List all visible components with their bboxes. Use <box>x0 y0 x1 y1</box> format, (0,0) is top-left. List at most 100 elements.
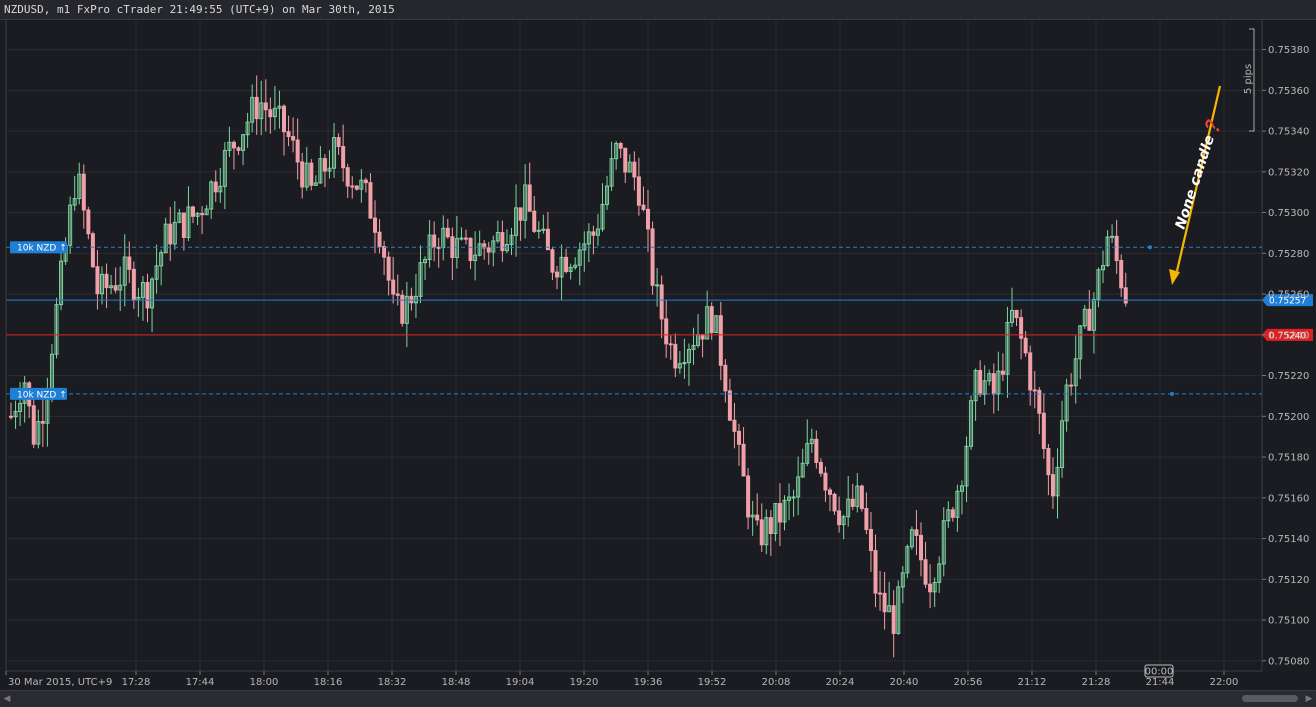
candle-body <box>482 243 487 249</box>
candle-body <box>127 256 132 270</box>
candle-body <box>550 249 555 273</box>
candle-body <box>486 247 491 253</box>
order-label[interactable]: 10k NZD ↑ <box>17 390 67 400</box>
candle-body <box>1082 308 1087 327</box>
candle-body <box>605 185 610 205</box>
candle-body <box>491 240 496 253</box>
candle-body <box>295 139 300 163</box>
candle-body <box>1087 308 1092 331</box>
candle-body <box>227 141 232 151</box>
axes: 0.75380 0.75360 0.75340 0.75320 0.75300 0.752… <box>5 45 1309 688</box>
candle-body <box>81 173 86 211</box>
candle-body <box>709 306 714 334</box>
order-label[interactable]: 10k NZD ↑ <box>17 244 67 254</box>
candle-body <box>941 520 946 565</box>
candle-body <box>1073 358 1078 387</box>
scale-label: 5 pips <box>1243 64 1254 94</box>
candle-body <box>773 503 778 534</box>
candle-body <box>263 102 268 111</box>
candle-body <box>737 430 741 445</box>
order-marker <box>1148 245 1152 250</box>
candle-body <box>172 221 177 245</box>
chart-title-bar: NZDUSD, m1 FxPro cTrader 21:49:55 (UTC+9… <box>0 0 1316 20</box>
price-tick-label: 0.75320 <box>1268 167 1309 178</box>
candle-body <box>509 234 514 245</box>
candle-body <box>500 232 505 252</box>
price-tick-label: 0.75280 <box>1268 249 1309 260</box>
bid-price-tag-label: 0.75240 <box>1269 331 1306 341</box>
candle-body <box>555 271 559 278</box>
candle-body <box>718 315 723 366</box>
price-lines: 0.75257 0.75240 10k NZD ↑ 10k NZD ↑ <box>6 241 1313 400</box>
candle-body <box>641 204 646 210</box>
candle-body <box>36 421 41 445</box>
candle-body <box>609 158 614 187</box>
candle-body <box>1060 420 1065 468</box>
candle-body <box>131 268 136 301</box>
candle-body <box>714 315 719 334</box>
candle-body <box>545 228 550 251</box>
order-label-box[interactable] <box>10 241 67 254</box>
price-tick-label: 0.75200 <box>1268 412 1309 423</box>
scroll-thumb[interactable] <box>1242 695 1298 702</box>
candle-body <box>191 206 195 217</box>
candle-body <box>964 445 969 487</box>
candle-body <box>705 306 710 340</box>
candle-body <box>823 472 828 491</box>
scroll-right-icon[interactable]: ▶ <box>1305 694 1313 704</box>
time-tick-label: 19:04 <box>506 677 535 688</box>
candle-body <box>969 400 974 447</box>
candle-body <box>750 514 755 518</box>
candle-body <box>395 293 400 296</box>
candle-body <box>978 370 983 395</box>
candle-body <box>859 485 864 510</box>
candle-body <box>473 254 478 261</box>
candle-body <box>200 212 205 216</box>
candle-body <box>145 282 150 309</box>
candle-body <box>477 243 482 256</box>
candle-body <box>600 203 605 230</box>
candle-body <box>495 232 500 242</box>
time-tick-label: 20:24 <box>826 677 855 688</box>
candle-body <box>887 605 892 613</box>
annotation-arrow <box>1175 85 1222 272</box>
price-tick-label: 0.75180 <box>1268 453 1309 464</box>
time-tick-label: 18:16 <box>314 677 343 688</box>
time-tick-label: 22:00 <box>1210 677 1239 688</box>
order-label-box[interactable] <box>10 387 67 400</box>
candle-body <box>623 147 628 173</box>
time-tick-label: 19:52 <box>698 677 727 688</box>
candle-body <box>309 162 314 186</box>
candle-body <box>527 184 532 212</box>
candle-body <box>377 231 382 248</box>
time-tick-label: 18:00 <box>250 677 279 688</box>
time-tick-label: 21:12 <box>1018 677 1047 688</box>
price-chart[interactable]: 0.75257 0.75240 10k NZD ↑ 10k NZD ↑ 0.75380… <box>0 19 1316 690</box>
candle-body <box>209 181 214 210</box>
time-tick-label: 20:56 <box>954 677 983 688</box>
candle-body <box>291 136 296 141</box>
candle-body <box>445 227 450 238</box>
candle-body <box>909 529 914 548</box>
candle-body <box>282 105 286 133</box>
time-tick-label: 19:36 <box>634 677 663 688</box>
candle-body <box>204 208 209 216</box>
scroll-left-icon[interactable]: ◀ <box>3 694 11 704</box>
candle-body <box>673 343 678 369</box>
candle-body <box>368 182 373 219</box>
candle-body <box>950 509 955 518</box>
candle-body <box>759 519 764 546</box>
candle-body <box>464 237 468 240</box>
candle-body <box>809 438 814 445</box>
candle-body <box>31 405 36 445</box>
candle-body <box>768 517 773 534</box>
candle-body <box>1101 265 1105 271</box>
candle-body <box>432 234 437 248</box>
candle-body <box>118 284 123 291</box>
candle-body <box>436 246 441 249</box>
horizontal-scrollbar[interactable]: ◀ ▶ <box>0 690 1316 707</box>
price-tick-label: 0.75380 <box>1268 45 1309 56</box>
candle-body <box>122 256 127 286</box>
candle-body <box>345 167 350 187</box>
candle-body <box>286 131 291 138</box>
